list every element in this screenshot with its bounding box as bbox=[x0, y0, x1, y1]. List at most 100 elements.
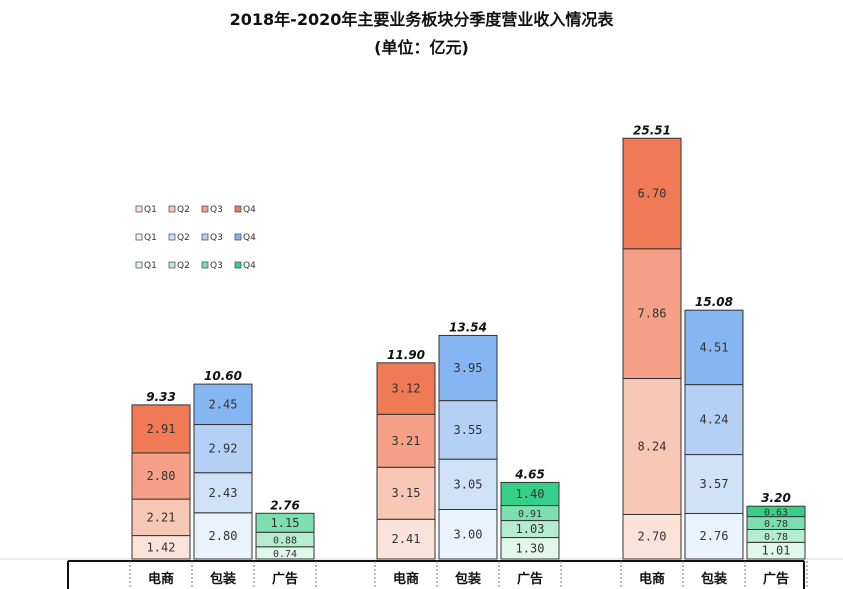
data-label: 4.24 bbox=[700, 413, 729, 427]
bar-segment-advertising-g1-q3 bbox=[255, 512, 315, 533]
bar-segment-ecommerce-g2-q2 bbox=[376, 466, 436, 520]
data-label: 0.74 bbox=[273, 549, 297, 560]
total-label: 15.08 bbox=[695, 295, 733, 309]
data-label: 3.15 bbox=[392, 486, 421, 500]
legend-swatch-packaging-q2 bbox=[168, 233, 176, 241]
bar-segment-ecommerce-g2-q4 bbox=[376, 362, 436, 415]
bar-segment-packaging-g2-q1 bbox=[438, 509, 498, 560]
total-label: 10.60 bbox=[204, 369, 242, 383]
bar-segment-packaging-g2-q4 bbox=[438, 334, 498, 402]
legend-swatch-advertising-q4 bbox=[234, 261, 242, 269]
legend-label: Q4 bbox=[243, 233, 256, 243]
data-label: 3.55 bbox=[454, 423, 483, 437]
legend-swatch-ecommerce-q2 bbox=[168, 205, 176, 213]
bar-segment-ecommerce-g3-q3 bbox=[622, 248, 682, 379]
data-label: 7.86 bbox=[638, 307, 667, 321]
legend-swatch-advertising-q3 bbox=[201, 261, 209, 269]
data-label: 3.00 bbox=[454, 527, 483, 541]
category-label-ecommerce: 电商 bbox=[148, 571, 174, 587]
data-label: 2.91 bbox=[147, 422, 176, 436]
legend-swatch-ecommerce-q4 bbox=[234, 205, 242, 213]
bar-segment-packaging-g2-q3 bbox=[438, 400, 498, 460]
category-label-advertising: 广告 bbox=[517, 571, 543, 587]
data-label: 0.78 bbox=[764, 519, 788, 530]
legend-label: Q4 bbox=[243, 205, 256, 215]
total-label: 25.51 bbox=[633, 123, 671, 137]
bar-segment-packaging-g3-q1 bbox=[684, 512, 744, 560]
category-label-ecommerce: 电商 bbox=[393, 571, 419, 587]
bar-segment-packaging-g1-q3 bbox=[193, 424, 253, 474]
category-label-packaging: 包装 bbox=[210, 571, 236, 587]
category-label-advertising: 广告 bbox=[763, 571, 789, 587]
total-label: 2.76 bbox=[270, 498, 300, 512]
data-label: 3.21 bbox=[392, 434, 421, 448]
bar-segment-packaging-g2-q2 bbox=[438, 458, 498, 510]
legend-label: Q2 bbox=[177, 233, 190, 243]
bar-segment-ecommerce-g3-q4 bbox=[622, 137, 682, 250]
data-label: 3.12 bbox=[392, 382, 421, 396]
legend-swatch-packaging-q1 bbox=[135, 233, 143, 241]
legend-label: Q1 bbox=[144, 233, 157, 243]
bar-segment-ecommerce-g3-q2 bbox=[622, 377, 682, 515]
legend-label: Q2 bbox=[177, 205, 190, 215]
data-label: 2.80 bbox=[147, 469, 176, 483]
legend-label: Q3 bbox=[210, 261, 223, 271]
legend-swatch-ecommerce-q1 bbox=[135, 205, 143, 213]
data-label: 2.70 bbox=[638, 530, 667, 544]
data-label: 0.78 bbox=[764, 532, 788, 543]
legend-label: Q1 bbox=[144, 261, 157, 271]
data-label: 2.21 bbox=[147, 510, 176, 524]
legend-label: Q1 bbox=[144, 205, 157, 215]
data-label: 2.43 bbox=[209, 486, 238, 500]
legend-swatch-packaging-q3 bbox=[201, 233, 209, 241]
data-label: 1.42 bbox=[147, 540, 176, 554]
legend-swatch-advertising-q1 bbox=[135, 261, 143, 269]
bar-segment-ecommerce-g1-q3 bbox=[131, 452, 191, 500]
bar-segment-ecommerce-g2-q3 bbox=[376, 413, 436, 468]
data-label: 2.76 bbox=[700, 529, 729, 543]
bar-segment-advertising-g3-q4 bbox=[746, 505, 806, 518]
data-label: 4.51 bbox=[700, 340, 729, 354]
bar-segment-packaging-g1-q1 bbox=[193, 512, 253, 560]
chart-title: 2018年-2020年主要业务板块分季度营业收入情况表 bbox=[229, 10, 614, 29]
bar-segment-ecommerce-g1-q4 bbox=[131, 404, 191, 454]
bar-segment-packaging-g1-q4 bbox=[193, 383, 253, 426]
category-label-packaging: 包装 bbox=[455, 571, 481, 587]
legend-label: Q2 bbox=[177, 261, 190, 271]
legend-swatch-ecommerce-q3 bbox=[201, 205, 209, 213]
data-label: 8.24 bbox=[638, 439, 667, 453]
total-label: 9.33 bbox=[146, 390, 176, 404]
category-label-ecommerce: 电商 bbox=[639, 571, 665, 587]
data-label: 1.15 bbox=[271, 516, 300, 530]
bar-segment-packaging-g3-q4 bbox=[684, 309, 744, 386]
data-label: 3.95 bbox=[454, 361, 483, 375]
data-label: 0.88 bbox=[273, 536, 297, 547]
data-label: 1.40 bbox=[516, 487, 545, 501]
total-label: 3.20 bbox=[761, 491, 791, 505]
bar-segment-packaging-g1-q2 bbox=[193, 472, 253, 514]
data-label: 2.92 bbox=[209, 442, 238, 456]
chart-subtitle: (单位：亿元) bbox=[374, 38, 469, 57]
data-label: 2.41 bbox=[392, 532, 421, 546]
legend-swatch-packaging-q4 bbox=[234, 233, 242, 241]
data-label: 1.03 bbox=[516, 522, 545, 536]
bar-segment-advertising-g2-q4 bbox=[500, 481, 560, 507]
total-label: 11.90 bbox=[387, 348, 425, 362]
legend-label: Q3 bbox=[210, 205, 223, 215]
bar-segment-packaging-g3-q2 bbox=[684, 454, 744, 514]
data-label: 2.45 bbox=[209, 397, 238, 411]
data-label: 3.57 bbox=[700, 477, 729, 491]
category-label-advertising: 广告 bbox=[272, 571, 298, 587]
data-label: 6.70 bbox=[638, 187, 667, 201]
category-label-packaging: 包装 bbox=[701, 571, 727, 587]
data-label: 2.80 bbox=[209, 529, 238, 543]
data-label: 3.05 bbox=[454, 477, 483, 491]
data-label: 1.01 bbox=[762, 544, 791, 558]
legend-label: Q4 bbox=[243, 261, 256, 271]
bar-segment-ecommerce-g3-q1 bbox=[622, 513, 682, 560]
legend-swatch-advertising-q2 bbox=[168, 261, 176, 269]
total-label: 13.54 bbox=[449, 320, 487, 334]
legend-label: Q3 bbox=[210, 233, 223, 243]
data-label: 0.91 bbox=[518, 509, 542, 520]
